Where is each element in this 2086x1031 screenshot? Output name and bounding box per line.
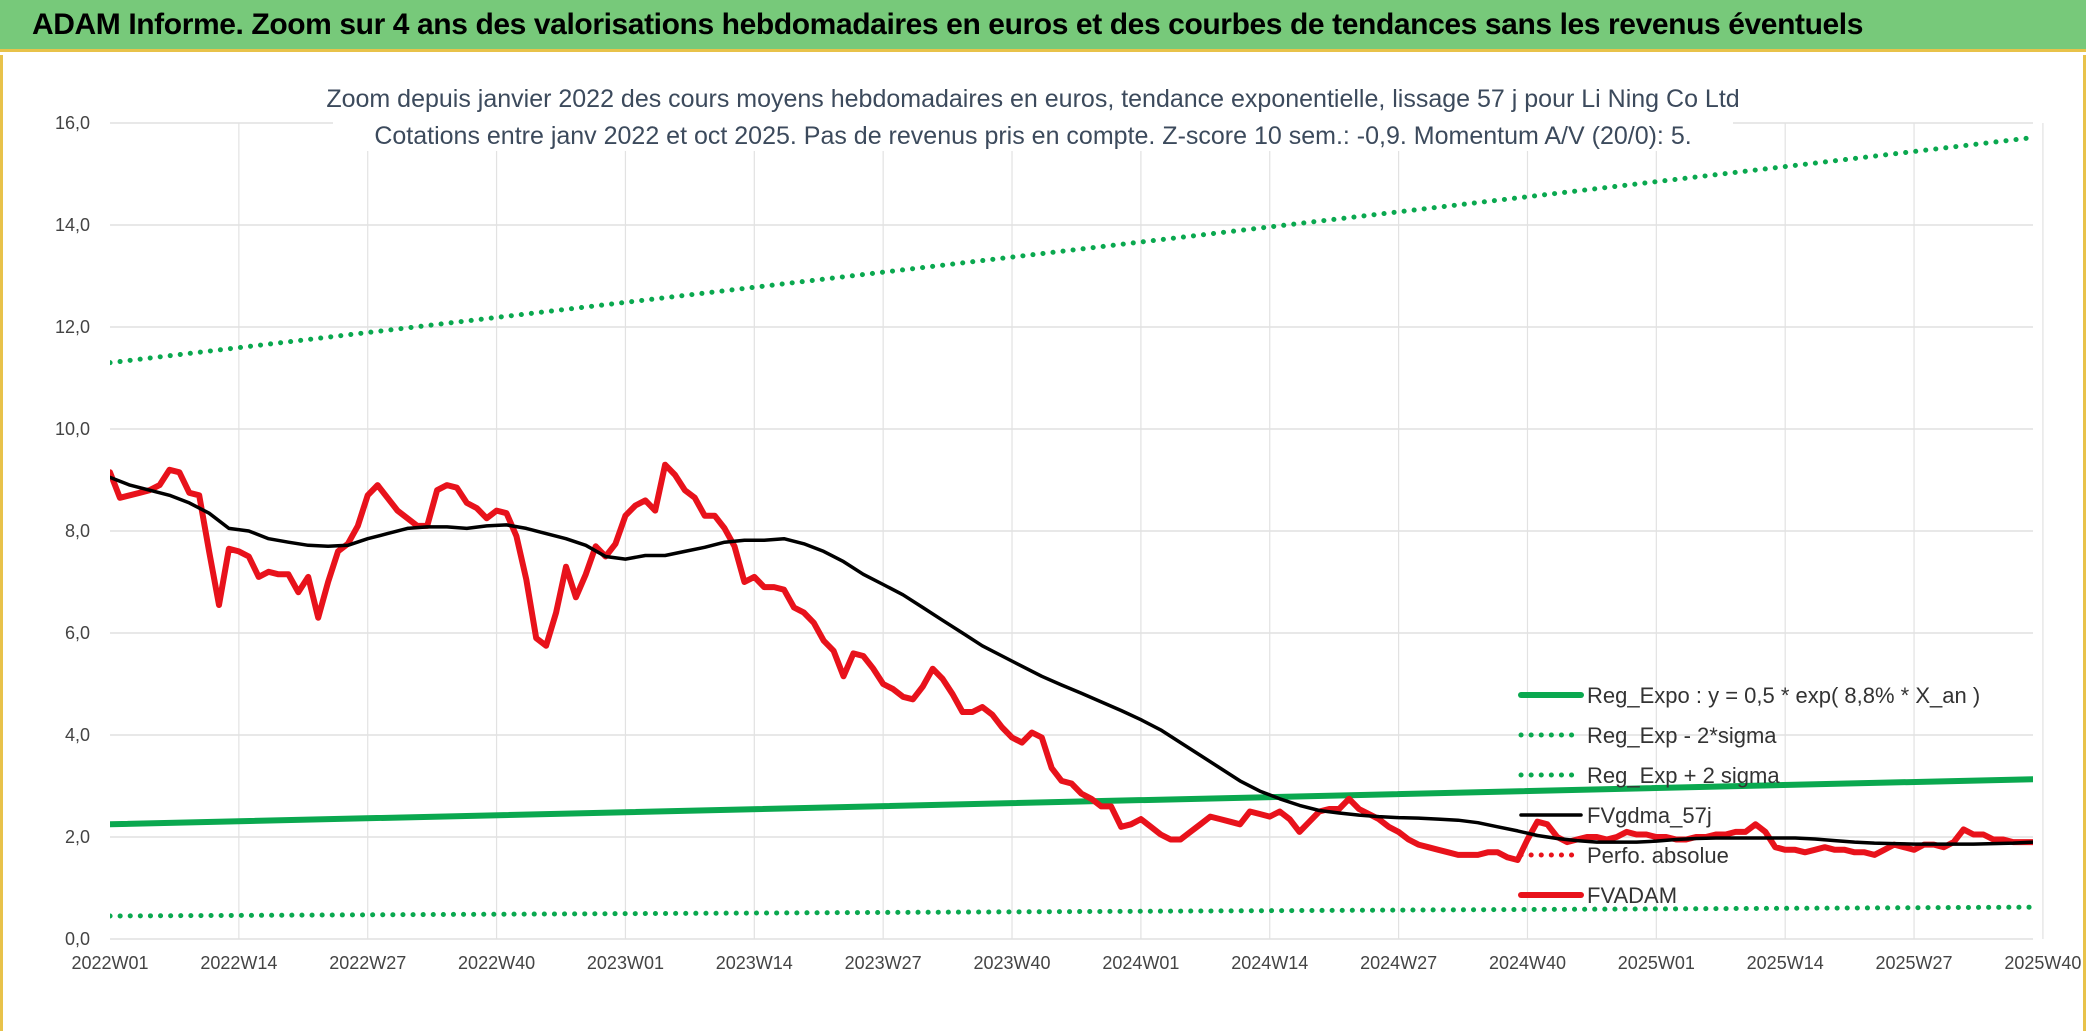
report-title: ADAM Informe. Zoom sur 4 ans des valoris… <box>32 8 1864 41</box>
y-tick-label: 2,0 <box>65 827 90 847</box>
axis-layer: 0,0 2,0 4,0 6,0 8,0 10,0 12,0 14,0 16,0 2022W01 20… <box>55 113 2081 973</box>
x-tick-label: 2024W01 <box>1102 953 1179 973</box>
y-tick-label: 4,0 <box>65 725 90 745</box>
chart-title-line-1: Zoom depuis janvier 2022 des cours moyen… <box>326 85 1739 113</box>
legend-label-4: Perfo. absolue <box>1587 843 1729 868</box>
series-line-0 <box>110 776 2033 828</box>
chart-title: Zoom depuis janvier 2022 des cours moyen… <box>326 77 1740 151</box>
legend-label-3: FVgdma_57j <box>1587 803 1712 828</box>
x-tick-label: 2023W27 <box>845 953 922 973</box>
grid-layer <box>110 122 2044 940</box>
legend-label-5: FVADAM <box>1587 883 1677 908</box>
x-tick-label: 2024W14 <box>1231 953 1308 973</box>
report-header: ADAM Informe. Zoom sur 4 ans des valoris… <box>0 0 2086 52</box>
legend-label-2: Reg_Exp + 2 sigma <box>1587 763 1780 788</box>
y-tick-label: 16,0 <box>55 113 90 133</box>
y-tick-label: 8,0 <box>65 521 90 541</box>
title-background <box>333 77 1733 151</box>
x-tick-label: 2022W40 <box>458 953 535 973</box>
chart-area: 0,0 2,0 4,0 6,0 8,0 10,0 12,0 14,0 16,0 2022W01 20… <box>0 55 2086 1031</box>
x-tick-label: 2022W14 <box>200 953 277 973</box>
series-line-3 <box>110 475 2033 846</box>
y-tick-label: 0,0 <box>65 929 90 949</box>
y-tick-label: 14,0 <box>55 215 90 235</box>
x-tick-label: 2023W40 <box>973 953 1050 973</box>
legend: Reg_Expo : y = 0,5 * exp( 8,8% * X_an ) R… <box>1518 683 1980 908</box>
x-tick-label: 2025W14 <box>1747 953 1824 973</box>
x-tick-label: 2022W27 <box>329 953 406 973</box>
x-tick-label: 2023W14 <box>716 953 793 973</box>
x-tick-label: 2025W01 <box>1618 953 1695 973</box>
series-line-2 <box>110 135 2033 366</box>
line-chart: 0,0 2,0 4,0 6,0 8,0 10,0 12,0 14,0 16,0 2022W01 20… <box>55 77 2081 973</box>
chart-title-line-2: Cotations entre janv 2022 et oct 2025. P… <box>374 122 1691 150</box>
x-tick-label: 2024W27 <box>1360 953 1437 973</box>
x-tick-label: 2024W40 <box>1489 953 1566 973</box>
y-tick-label: 6,0 <box>65 623 90 643</box>
y-tick-label: 10,0 <box>55 419 90 439</box>
x-tick-label: 2025W27 <box>1876 953 1953 973</box>
series-line-1 <box>110 904 2033 919</box>
x-tick-label: 2025W40 <box>2004 953 2081 973</box>
series-line-5 <box>110 461 2033 863</box>
x-tick-label: 2023W01 <box>587 953 664 973</box>
legend-label-1: Reg_Exp - 2*sigma <box>1587 723 1777 748</box>
series-layer <box>110 135 2033 919</box>
legend-label-0: Reg_Expo : y = 0,5 * exp( 8,8% * X_an ) <box>1587 683 1980 708</box>
x-tick-label: 2022W01 <box>71 953 148 973</box>
y-tick-label: 12,0 <box>55 317 90 337</box>
